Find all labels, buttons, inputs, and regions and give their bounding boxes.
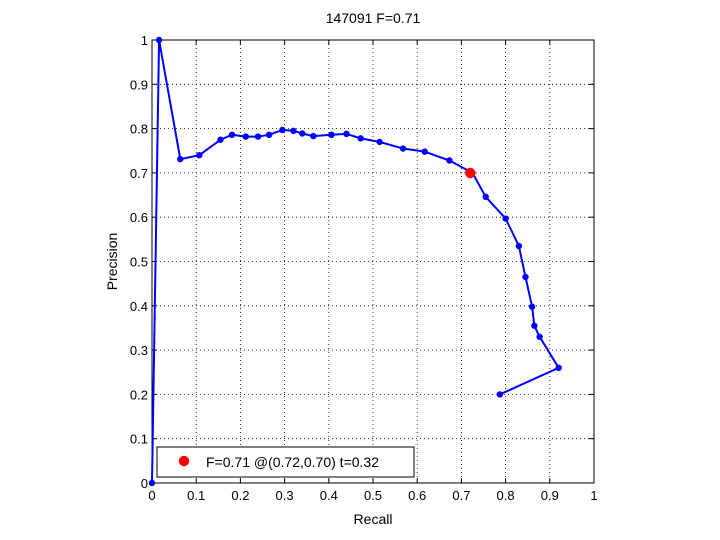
data-point (446, 157, 453, 164)
data-point (242, 133, 249, 140)
data-point (376, 138, 383, 146)
data-point (496, 391, 504, 398)
x-tick-label: 0.5 (364, 488, 382, 503)
data-point (148, 479, 156, 487)
y-tick-label: 0.1 (130, 432, 148, 447)
grid-lines (152, 40, 594, 483)
data-point (228, 131, 236, 139)
data-point (421, 148, 428, 155)
y-tick-label: 0.4 (130, 299, 148, 314)
x-tick-label: 0 (148, 488, 155, 503)
legend-marker (178, 455, 190, 467)
data-point (196, 151, 203, 159)
data-point (522, 273, 529, 281)
x-tick-label: 0.3 (276, 488, 294, 503)
y-tick-label: 0.7 (130, 166, 148, 181)
y-axis-label: Precision (104, 233, 120, 291)
y-tick-label: 1 (141, 33, 148, 48)
x-tick-label: 0.9 (541, 488, 559, 503)
x-axis-label: Recall (354, 511, 393, 527)
best-f-point (465, 167, 476, 179)
data-point (254, 133, 262, 140)
y-tick-label: 0.5 (130, 255, 148, 270)
y-axis-ticks: 0 0.1 0.2 0.3 0.4 0.5 0.6 0.7 0.8 0.9 1 (130, 33, 594, 491)
data-point (328, 131, 335, 139)
data-point (177, 155, 184, 163)
data-point (531, 322, 538, 329)
data-point (343, 130, 350, 138)
data-point (279, 126, 286, 134)
data-point (217, 136, 224, 143)
y-tick-label: 0.6 (130, 210, 148, 225)
data-point (536, 333, 543, 341)
x-tick-label: 0.1 (187, 488, 205, 503)
legend: F=0.71 @(0.72,0.70) t=0.32 (156, 446, 415, 478)
y-tick-label: 0.9 (130, 77, 148, 92)
series-layer (148, 36, 562, 487)
x-tick-label: 0.8 (497, 488, 515, 503)
data-point (299, 130, 306, 137)
data-point (555, 364, 562, 372)
y-tick-label: 0.2 (130, 387, 148, 402)
x-axis-ticks: 0 0.1 0.2 0.3 0.4 0.5 0.6 0.7 0.8 0.9 1 (148, 40, 598, 503)
x-tick-label: 0.7 (452, 488, 470, 503)
x-tick-label: 1 (590, 488, 597, 503)
x-tick-label: 0.6 (408, 488, 426, 503)
data-point (310, 132, 317, 140)
chart-title: 147091 F=0.71 (326, 10, 421, 26)
x-tick-label: 0.2 (231, 488, 249, 503)
y-tick-label: 0.3 (130, 343, 148, 358)
x-tick-label: 0.4 (320, 488, 338, 503)
y-tick-label: 0.8 (130, 122, 148, 137)
data-point (502, 215, 509, 222)
y-tick-label: 0 (141, 476, 148, 491)
data-point (515, 242, 523, 250)
legend-label: F=0.71 @(0.72,0.70) t=0.32 (206, 454, 379, 470)
data-point (155, 36, 163, 44)
data-point (399, 145, 407, 152)
legend-box (156, 446, 415, 478)
data-point (482, 193, 489, 201)
data-point (528, 303, 536, 310)
data-point (290, 127, 297, 135)
data-point (265, 131, 273, 139)
data-point (357, 135, 364, 142)
